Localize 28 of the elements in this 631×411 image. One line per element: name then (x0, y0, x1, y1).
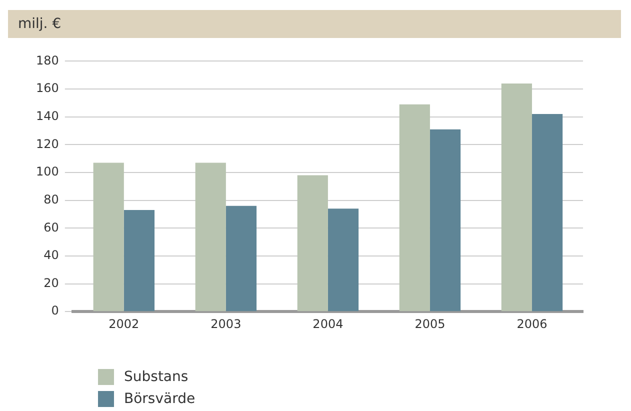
x-tick-label: 2003 (210, 316, 242, 331)
bar (93, 162, 124, 312)
bar (430, 129, 461, 312)
y-axis-title: milj. € (8, 10, 621, 38)
legend-label: Börsvärde (124, 391, 196, 407)
y-tick-label: 80 (44, 192, 59, 206)
y-tick-label: 0 (51, 304, 59, 318)
bar (226, 206, 257, 312)
x-tick-label: 2002 (108, 316, 140, 331)
y-tick-label: 60 (44, 220, 59, 234)
x-tick-label: 2005 (414, 316, 446, 331)
x-tick-label: 2004 (312, 316, 344, 331)
y-tick-label: 40 (44, 248, 59, 262)
bar (124, 210, 155, 312)
bar (195, 162, 226, 312)
y-tick-label: 140 (36, 108, 59, 123)
y-tick-label: 120 (36, 136, 59, 151)
y-tick-label: 20 (44, 276, 59, 290)
bar (297, 175, 328, 312)
bar (532, 114, 563, 312)
x-tick-label: 2006 (516, 316, 548, 331)
y-tick-label: 160 (36, 81, 59, 96)
legend-label: Substans (124, 369, 188, 385)
bar (501, 83, 532, 312)
y-tick-label: 180 (36, 53, 59, 68)
bar (399, 104, 430, 312)
bar (328, 208, 359, 312)
y-tick-label: 100 (36, 164, 59, 179)
